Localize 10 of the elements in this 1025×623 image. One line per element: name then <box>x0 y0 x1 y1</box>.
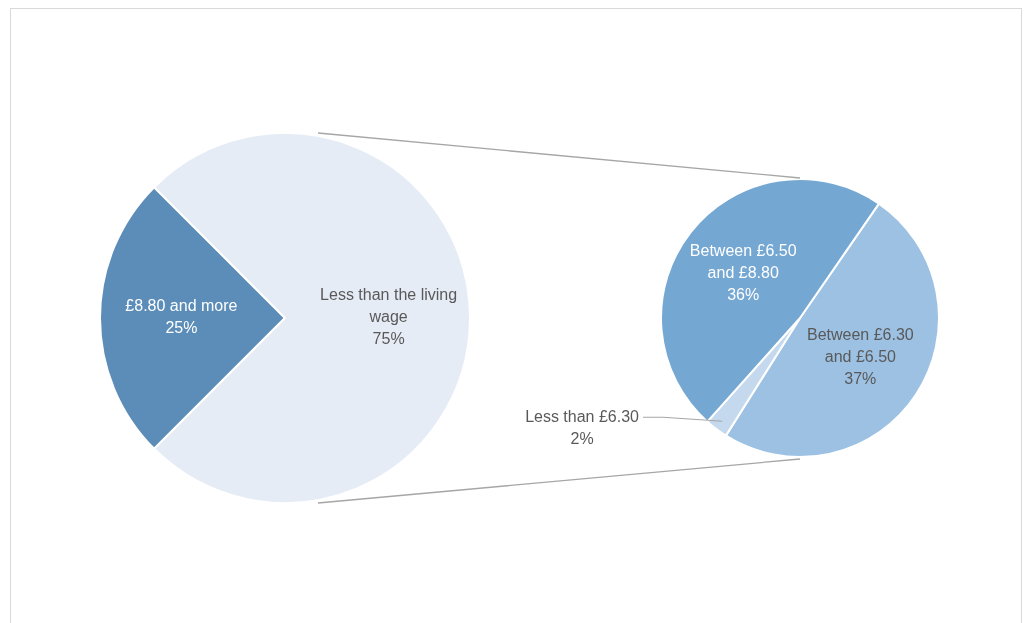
slice-label: Less than the living wage <box>320 286 458 326</box>
data-label: 2% <box>570 429 594 447</box>
slice-label: Less than £6.30 <box>525 407 640 425</box>
slice-label: Between £6.30 and £6.50 <box>806 326 914 366</box>
data-label: 75% <box>372 330 405 348</box>
data-label: 25% <box>165 319 198 337</box>
slice-label: Between £6.50 and £8.80 <box>689 241 797 281</box>
slice-label: £8.80 and more <box>125 297 238 315</box>
data-label: 37% <box>844 370 877 388</box>
data-label: 36% <box>727 285 760 303</box>
